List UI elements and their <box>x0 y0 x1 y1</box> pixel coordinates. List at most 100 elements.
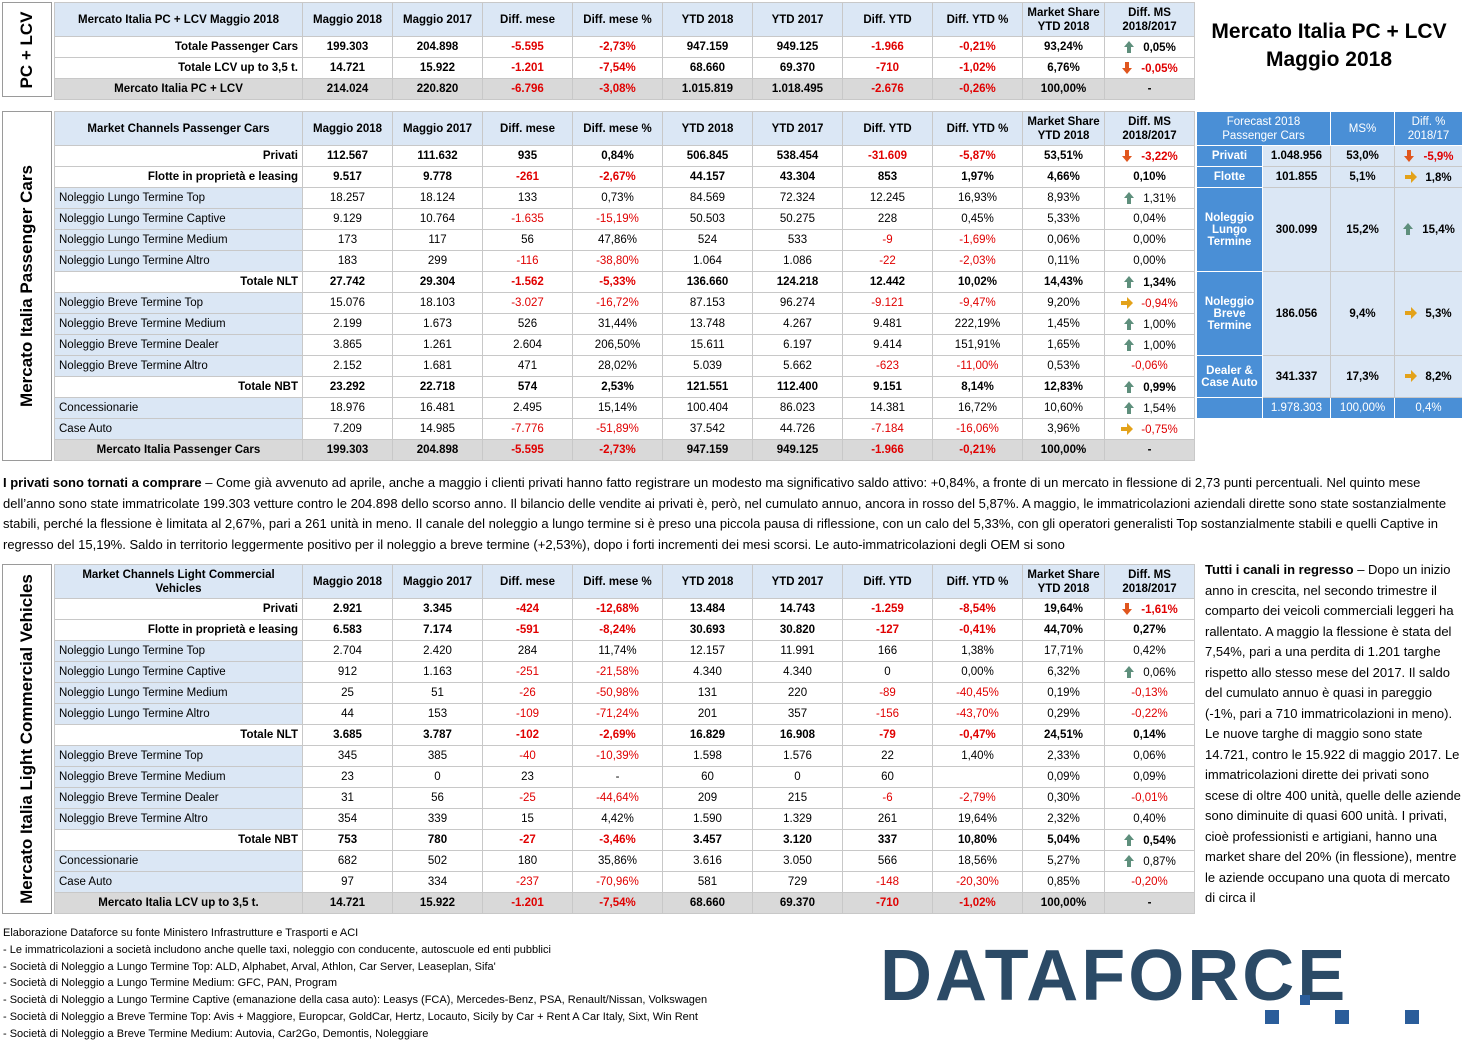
footnote-line: - Società di Noleggio a Breve Termine Me… <box>3 1027 429 1040</box>
cell-value: -0,05% <box>1141 62 1178 75</box>
table-cell: -1.966 <box>842 439 933 461</box>
table-cell: 22.718 <box>392 376 483 398</box>
table-cell: 0,00% <box>1104 250 1195 272</box>
table-row: Case Auto 7.209 14.985 -7.776 -51,89% 37.542 4… <box>54 418 1195 440</box>
table-cell: 166 <box>842 640 933 662</box>
table-cell: 1.015.819 <box>662 78 753 100</box>
cell-value: 0,00% <box>1133 255 1166 267</box>
table-row: Totale NBT 753 780 -27 -3,46% 3.457 3.120 337 10… <box>54 829 1195 851</box>
table-cell: 180 <box>482 850 573 872</box>
row-label: Flotte in proprietà e leasing <box>54 619 303 641</box>
table-cell: 44,70% <box>1022 619 1105 641</box>
column-header: Market Share YTD 2018 <box>1022 2 1105 37</box>
table-cell: 339 <box>392 808 483 830</box>
table-cell: 0,05% <box>1104 36 1195 58</box>
table-cell: -22 <box>842 250 933 272</box>
table-cell: 1,45% <box>1022 313 1105 335</box>
side-label-pc-lcv: PC + LCV <box>2 2 52 97</box>
table-cell: 24,51% <box>1022 724 1105 746</box>
table-cell: 12,83% <box>1022 376 1105 398</box>
table-cell: 204.898 <box>392 439 483 461</box>
table-cell: 1.086 <box>752 250 843 272</box>
logo-square <box>1335 1010 1349 1024</box>
table-cell: -2.676 <box>842 78 933 100</box>
table-row: Totale NBT 23.292 22.718 574 2,53% 121.551 112… <box>54 376 1195 398</box>
arrow-right-icon <box>1121 296 1134 309</box>
table-cell: -1.635 <box>482 208 573 230</box>
table-cell: 3.345 <box>392 598 483 620</box>
table-cell: 19,64% <box>1022 598 1105 620</box>
table-cell: 97 <box>302 871 393 893</box>
arrow-up-icon <box>1123 665 1135 678</box>
cell-value: 0,42% <box>1133 645 1166 657</box>
table-cell: 5,04% <box>1022 829 1105 851</box>
table-cell: 0 <box>752 766 843 788</box>
table-cell: 199.303 <box>302 36 393 58</box>
forecast-row: Noleggio Breve Termine 186.056 9,4% 5,3% <box>1196 271 1462 356</box>
table-cell: 3.050 <box>752 850 843 872</box>
cell-value: -0,94% <box>1141 297 1178 310</box>
table-cell: 0,29% <box>1022 703 1105 725</box>
table-cell: 9.151 <box>842 376 933 398</box>
arrow-up-icon <box>1123 401 1135 414</box>
row-label: Noleggio Lungo Termine Medium <box>54 682 303 704</box>
table-cell: -1.201 <box>482 892 573 914</box>
cell-value: -1,61% <box>1141 603 1178 616</box>
table-cell: 111.632 <box>392 145 483 167</box>
table-cell: 0,10% <box>1104 166 1195 188</box>
row-label: Totale NLT <box>54 724 303 746</box>
forecast-header: Diff. % 2018/17 <box>1394 111 1462 146</box>
forecast-value: 341.337 <box>1261 355 1332 398</box>
table-cell: 93,24% <box>1022 36 1105 58</box>
table-cell: 13.748 <box>662 313 753 335</box>
table-cell: 471 <box>482 355 573 377</box>
table-cell: 183 <box>302 250 393 272</box>
forecast-total-label <box>1196 397 1263 419</box>
table-row: Flotte in proprietà e leasing 9.517 9.778-… <box>54 166 1195 188</box>
table-cell: 1,00% <box>1104 313 1195 335</box>
table-cell: 0,42% <box>1104 640 1195 662</box>
table-cell: 51 <box>392 682 483 704</box>
table-cell: 4,66% <box>1022 166 1105 188</box>
table-cell: 173 <box>302 229 393 251</box>
cell-value: - <box>1147 444 1152 456</box>
table-cell: 209 <box>662 787 753 809</box>
forecast-table: Forecast 2018 Passenger Cars MS% Diff. % 2… <box>1195 111 1462 419</box>
forecast-ms: 5,1% <box>1330 166 1396 188</box>
footnote-line: - Società di Noleggio a Lungo Termine Ca… <box>3 994 708 1007</box>
table-cell <box>932 766 1023 788</box>
table-cell: - <box>1104 892 1195 914</box>
arrow-up-icon <box>1123 191 1135 204</box>
table-cell: 912 <box>302 661 393 683</box>
arrow-down-icon <box>1121 602 1133 615</box>
forecast-value: 101.855 <box>1261 166 1332 188</box>
arrow-up-icon <box>1123 338 1135 351</box>
table-cell: 56 <box>392 787 483 809</box>
table-cell: 1.064 <box>662 250 753 272</box>
table-cell: 0,40% <box>1104 808 1195 830</box>
table-cell: 0,00% <box>932 661 1023 683</box>
column-header: YTD 2017 <box>752 111 843 146</box>
table-cell: 222,19% <box>932 313 1023 335</box>
forecast-diff-value: 8,2% <box>1425 371 1452 383</box>
forecast-row: Noleggio Lungo Termine 300.099 15,2% 15,4% <box>1196 187 1462 272</box>
forecast-total-value: 1.978.303 <box>1261 397 1332 419</box>
table-cell: 50.275 <box>752 208 843 230</box>
table-cell: 12.245 <box>842 187 933 209</box>
forecast-diff: 15,4% <box>1394 187 1462 272</box>
table-cell: 15,14% <box>572 397 663 419</box>
table-cell: -1,69% <box>932 229 1023 251</box>
table-row: Noleggio Lungo Termine Medium 173 117 56 47,… <box>54 229 1195 251</box>
cell-value: 0,27% <box>1133 624 1166 636</box>
table-cell: 0,45% <box>932 208 1023 230</box>
arrow-up-icon <box>1123 380 1135 393</box>
table-cell: - <box>1104 78 1195 100</box>
table-cell: 18.976 <box>302 397 393 419</box>
column-header: YTD 2017 <box>752 2 843 37</box>
row-label: Noleggio Lungo Termine Medium <box>54 229 303 251</box>
table-cell: 0,54% <box>1104 829 1195 851</box>
table-cell: 502 <box>392 850 483 872</box>
lcv-text: – Dopo un inizio anno in crescita, nel s… <box>1205 562 1461 905</box>
table-cell: - <box>572 766 663 788</box>
table-cell: 3.685 <box>302 724 393 746</box>
